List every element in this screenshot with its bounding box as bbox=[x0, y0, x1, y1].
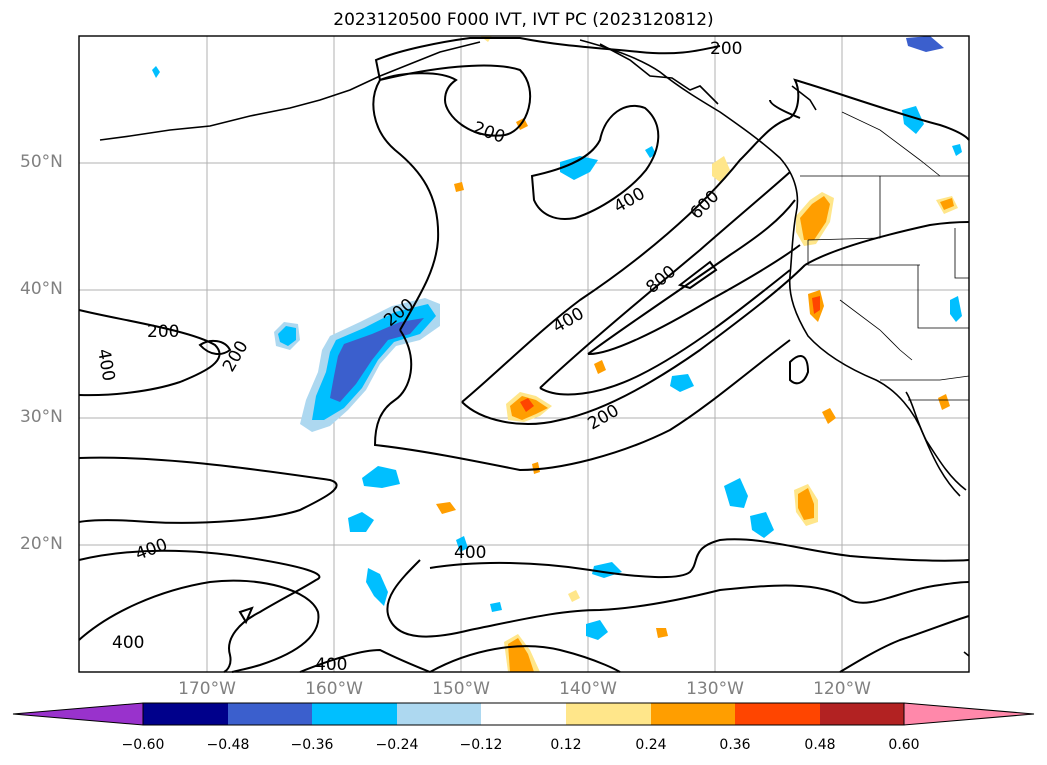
colorbar-tick-label: 0.24 bbox=[635, 737, 667, 753]
contour-label: 400 bbox=[93, 347, 118, 382]
colorbar-tick-label: 0.60 bbox=[888, 737, 920, 753]
contour-label-group: 200 200 400 600 800 400 200 200 200 400 … bbox=[93, 39, 742, 675]
contour-label: 400 bbox=[315, 655, 347, 675]
contour-label: 200 bbox=[710, 39, 742, 59]
contour-label: 400 bbox=[454, 543, 486, 563]
contour-label: 400 bbox=[611, 184, 649, 218]
lon-label: 120°W bbox=[813, 679, 871, 699]
colorbar-tick-label: −0.24 bbox=[375, 737, 419, 753]
colorbar-tick-label: 0.36 bbox=[719, 737, 751, 753]
lat-label: 50°N bbox=[20, 152, 63, 172]
contour-label: 200 bbox=[147, 322, 179, 342]
contour-label: 200 bbox=[585, 401, 623, 435]
contour-label: 600 bbox=[686, 186, 723, 223]
colorbar-tick-label: 0.48 bbox=[804, 737, 836, 753]
map-title: 2023120500 F000 IVT, IVT PC (2023120812) bbox=[333, 10, 714, 30]
lon-label: 150°W bbox=[432, 679, 490, 699]
lat-label: 20°N bbox=[20, 534, 63, 554]
lon-label: 160°W bbox=[305, 679, 363, 699]
contour-label: 200 bbox=[470, 118, 507, 148]
positive-anomaly-patches bbox=[436, 36, 958, 672]
negative-anomaly-patches bbox=[152, 36, 962, 640]
contour-label: 400 bbox=[550, 304, 588, 338]
colorbar-tick-label: 0.12 bbox=[550, 737, 582, 753]
coastlines bbox=[99, 39, 970, 657]
colorbar-tick-label: −0.36 bbox=[290, 737, 334, 753]
contour-label: 400 bbox=[133, 535, 170, 565]
lon-label: 140°W bbox=[559, 679, 617, 699]
lon-label: 170°W bbox=[178, 679, 236, 699]
colorbar bbox=[12, 702, 1035, 726]
colorbar-tick-label: −0.48 bbox=[206, 737, 250, 753]
lat-label: 30°N bbox=[20, 407, 63, 427]
colorbar-tick-label: −0.12 bbox=[459, 737, 503, 753]
boundaries bbox=[800, 111, 970, 401]
map-frame bbox=[78, 35, 970, 673]
lat-label: 40°N bbox=[20, 279, 63, 299]
lon-label: 130°W bbox=[686, 679, 744, 699]
colorbar-tick-label: −0.60 bbox=[121, 737, 165, 753]
ivt-contours bbox=[78, 37, 970, 673]
contour-label: 400 bbox=[112, 633, 144, 653]
